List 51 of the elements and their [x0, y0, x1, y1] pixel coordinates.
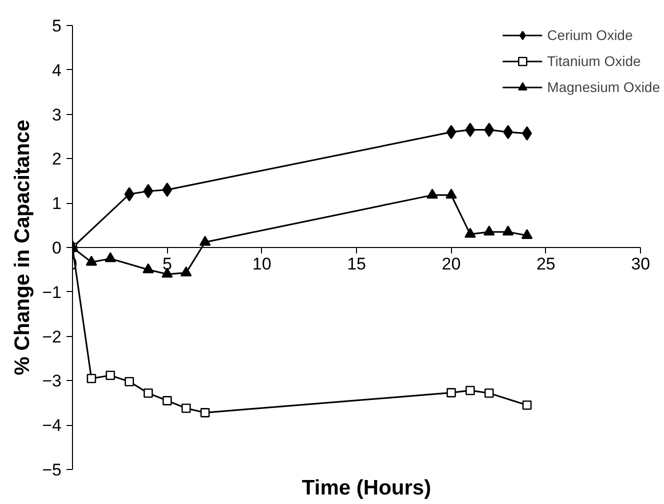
x-tick-label: 15 — [347, 254, 366, 274]
y-tick-label: 1 — [52, 194, 62, 214]
y-tick-label: −3 — [42, 372, 62, 391]
x-axis-title: Time (Hours) — [302, 476, 432, 500]
y-tick-label: −5 — [42, 460, 62, 480]
x-tick-label: 10 — [252, 254, 272, 274]
point — [503, 124, 514, 140]
point — [446, 124, 456, 140]
point — [86, 374, 96, 384]
y-tick-label: 2 — [52, 150, 62, 169]
x-tick-label: 25 — [536, 254, 556, 274]
point — [143, 184, 154, 198]
y-tick-label: −2 — [42, 327, 62, 346]
point — [446, 388, 456, 398]
x-tick-label: 5 — [162, 254, 172, 274]
y-tick-label: 5 — [52, 16, 62, 36]
point — [502, 226, 514, 236]
y-tick-label: 3 — [52, 105, 62, 124]
point — [465, 122, 476, 137]
point — [521, 229, 533, 240]
point — [162, 182, 172, 197]
point — [464, 228, 476, 238]
point — [124, 187, 134, 202]
point — [522, 400, 532, 410]
point — [466, 386, 475, 396]
point — [142, 263, 154, 274]
point — [86, 256, 98, 266]
point — [106, 370, 116, 380]
point — [180, 266, 192, 276]
point — [124, 376, 134, 386]
point — [144, 388, 153, 398]
point — [200, 408, 210, 418]
y-tick-label: −4 — [42, 416, 62, 436]
legend-label: Magnesium Oxide — [547, 79, 660, 95]
point — [162, 396, 172, 406]
point — [483, 226, 495, 236]
legend-label: Titanium Oxide — [547, 53, 641, 69]
point — [181, 404, 191, 413]
point — [484, 122, 494, 137]
y-tick-label: 4 — [52, 60, 62, 80]
y-tick-label: 0 — [52, 238, 62, 258]
y-axis-title: % Change in Capacitance — [11, 120, 34, 376]
x-tick-label: 30 — [631, 254, 650, 274]
point — [104, 252, 116, 262]
point — [446, 188, 457, 199]
legend-label: Cerium Oxide — [547, 27, 633, 43]
x-tick-label: 20 — [442, 254, 461, 274]
point — [426, 188, 438, 199]
point — [199, 236, 211, 246]
point — [484, 388, 494, 398]
y-tick-label: −1 — [42, 282, 62, 302]
